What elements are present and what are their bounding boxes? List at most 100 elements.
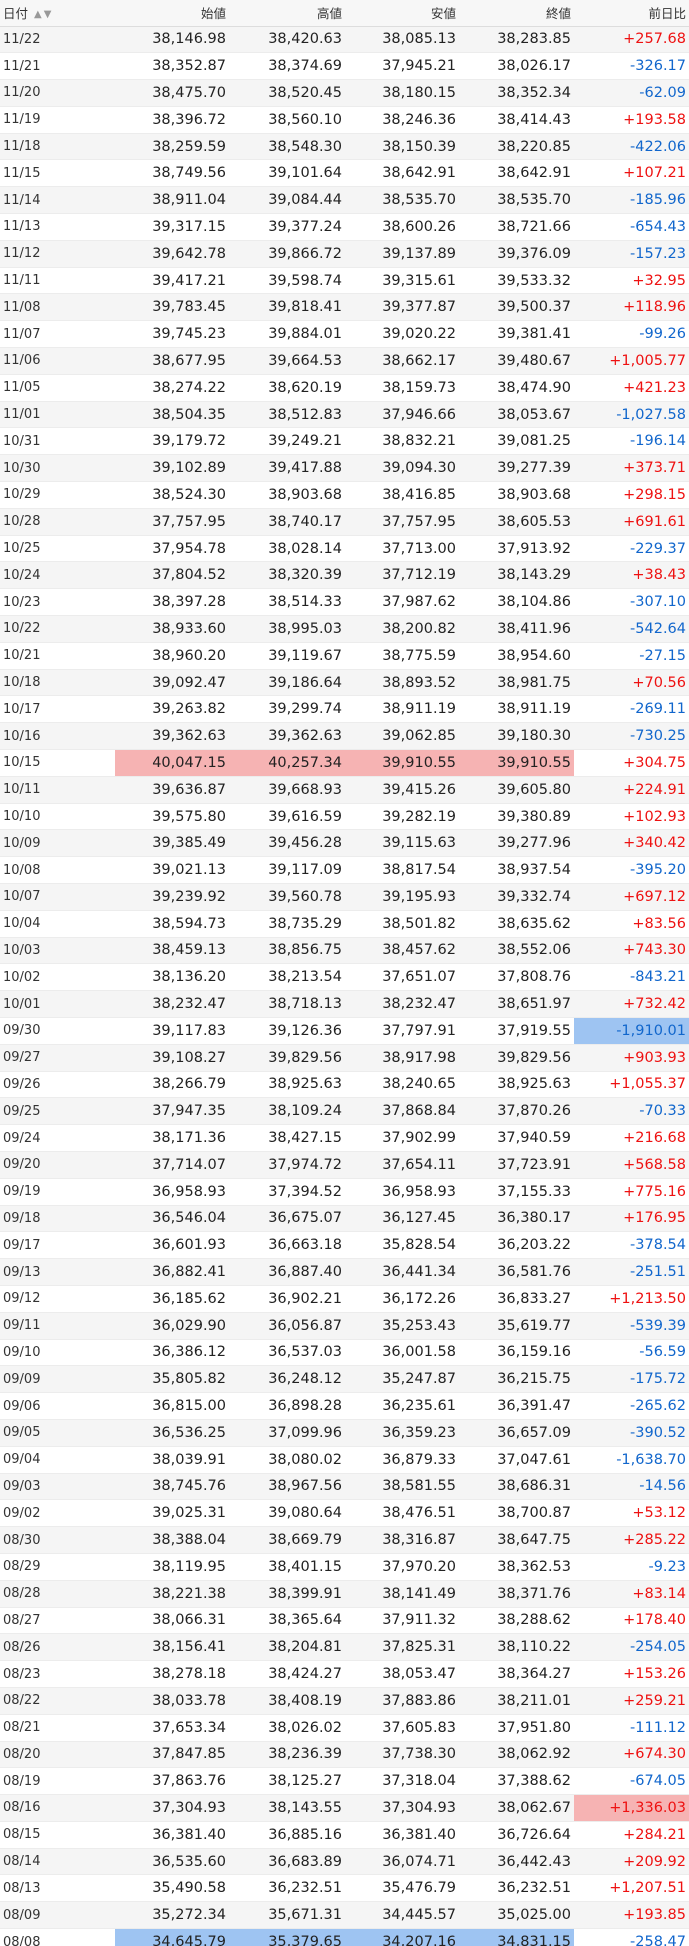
column-header-change[interactable]: 前日比 [574,0,689,27]
change-cell: -1,910.01 [574,1016,689,1045]
open-cell: 39,021.13 [115,856,229,884]
table-row: 10/04 38,594.73 38,735.29 38,501.82 38,635.6… [0,909,689,938]
table-row: 09/06 36,815.00 36,898.28 36,235.61 36,391.4… [0,1392,689,1420]
change-cell: -269.11 [574,695,689,723]
close-cell: 35,619.77 [459,1311,574,1340]
close-cell: 38,651.97 [459,990,574,1018]
change-cell: -674.05 [574,1767,689,1795]
close-cell: 36,215.75 [459,1365,574,1393]
date-cell: 10/25 [0,534,115,562]
open-cell: 38,278.18 [115,1660,229,1688]
low-cell: 34,207.16 [345,1928,459,1946]
date-cell: 11/12 [0,239,115,268]
change-cell: +697.12 [574,883,689,911]
change-cell: +178.40 [574,1606,689,1634]
high-cell: 39,829.56 [229,1043,345,1072]
table-row: 09/27 39,108.27 39,829.56 38,917.98 39,829.5… [0,1043,689,1072]
high-cell: 39,126.36 [229,1016,345,1045]
close-cell: 38,362.53 [459,1552,574,1581]
open-cell: 37,757.95 [115,507,229,536]
column-header-close[interactable]: 終値 [459,0,574,27]
date-cell: 09/24 [0,1124,115,1152]
sort-desc-icon[interactable]: ▼ [43,9,52,21]
table-row: 08/20 37,847.85 38,236.39 37,738.30 38,062.9… [0,1740,689,1768]
table-row: 08/09 35,272.34 35,671.31 34,445.57 35,025.0… [0,1901,689,1929]
date-cell: 09/20 [0,1150,115,1179]
high-cell: 36,675.07 [229,1204,345,1232]
close-cell: 39,376.09 [459,239,574,268]
sort-asc-icon[interactable]: ▲ [34,9,42,21]
column-header-high[interactable]: 高値 [229,0,345,27]
high-cell: 38,365.64 [229,1606,345,1634]
date-cell: 08/19 [0,1767,115,1795]
high-cell: 38,143.55 [229,1794,345,1822]
date-cell: 11/06 [0,347,115,375]
table-row: 08/08 34,645.79 35,379.65 34,207.16 34,831.1… [0,1928,689,1946]
low-cell: 39,137.89 [345,239,459,268]
high-cell: 37,099.96 [229,1418,345,1447]
close-cell: 34,831.15 [459,1928,574,1946]
table-row: 10/22 38,933.60 38,995.03 38,200.82 38,411.9… [0,615,689,643]
table-header: 日付 ▲ ▼ 始値 高値 安値 終値 前日比 [0,0,689,27]
date-cell: 08/29 [0,1552,115,1581]
high-cell: 38,548.30 [229,132,345,160]
low-cell: 37,868.84 [345,1097,459,1125]
open-cell: 36,958.93 [115,1177,229,1206]
table-row: 10/07 39,239.92 39,560.78 39,195.93 39,332.7… [0,883,689,911]
high-cell: 38,514.33 [229,588,345,616]
high-cell: 40,257.34 [229,749,345,777]
low-cell: 37,605.83 [345,1713,459,1741]
date-cell: 09/04 [0,1445,115,1474]
low-cell: 38,159.73 [345,373,459,402]
date-cell: 11/19 [0,105,115,134]
change-cell: -70.33 [574,1097,689,1125]
sort-toggle[interactable]: ▲ ▼ [32,9,51,20]
open-cell: 38,033.78 [115,1686,229,1715]
open-cell: 39,025.31 [115,1499,229,1527]
close-cell: 38,903.68 [459,481,574,509]
change-cell: +176.95 [574,1204,689,1232]
table-row: 08/29 38,119.95 38,401.15 37,970.20 38,362.5… [0,1552,689,1581]
low-cell: 38,316.87 [345,1526,459,1554]
date-cell: 11/07 [0,320,115,348]
change-cell: +83.14 [574,1579,689,1608]
low-cell: 38,917.98 [345,1043,459,1072]
low-cell: 37,911.32 [345,1606,459,1634]
table-row: 09/26 38,266.79 38,925.63 38,240.65 38,925.6… [0,1070,689,1098]
date-cell: 11/11 [0,266,115,294]
close-cell: 39,910.55 [459,749,574,777]
date-cell: 09/10 [0,1338,115,1366]
high-cell: 38,420.63 [229,25,345,53]
table-row: 10/01 38,232.47 38,718.13 38,232.47 38,651.9… [0,990,689,1018]
low-cell: 37,713.00 [345,534,459,562]
change-cell: +53.12 [574,1499,689,1527]
close-cell: 36,232.51 [459,1874,574,1902]
open-cell: 37,847.85 [115,1740,229,1768]
high-cell: 38,520.45 [229,79,345,107]
close-cell: 38,352.34 [459,79,574,107]
date-cell: 08/21 [0,1713,115,1741]
column-header-open[interactable]: 始値 [115,0,229,27]
change-cell: -14.56 [574,1472,689,1500]
high-cell: 38,735.29 [229,909,345,938]
change-cell: -175.72 [574,1365,689,1393]
low-cell: 38,642.91 [345,159,459,187]
date-cell: 10/21 [0,641,115,670]
table-row: 10/15 40,047.15 40,257.34 39,910.55 39,910.5… [0,749,689,777]
high-cell: 38,427.15 [229,1124,345,1152]
open-cell: 38,352.87 [115,52,229,80]
table-row: 08/28 38,221.38 38,399.91 38,141.49 38,371.7… [0,1579,689,1608]
high-cell: 39,117.09 [229,856,345,884]
change-cell: -251.51 [574,1258,689,1286]
low-cell: 38,775.59 [345,641,459,670]
open-cell: 35,805.82 [115,1365,229,1393]
low-cell: 38,911.19 [345,695,459,723]
change-cell: +1,055.37 [574,1070,689,1098]
high-cell: 36,887.40 [229,1258,345,1286]
close-cell: 38,110.22 [459,1633,574,1661]
date-cell: 11/01 [0,400,115,428]
high-cell: 38,903.68 [229,481,345,509]
column-header-date[interactable]: 日付 ▲ ▼ [0,0,115,27]
column-header-low[interactable]: 安値 [345,0,459,27]
table-row: 09/05 36,536.25 37,099.96 36,359.23 36,657.0… [0,1418,689,1447]
